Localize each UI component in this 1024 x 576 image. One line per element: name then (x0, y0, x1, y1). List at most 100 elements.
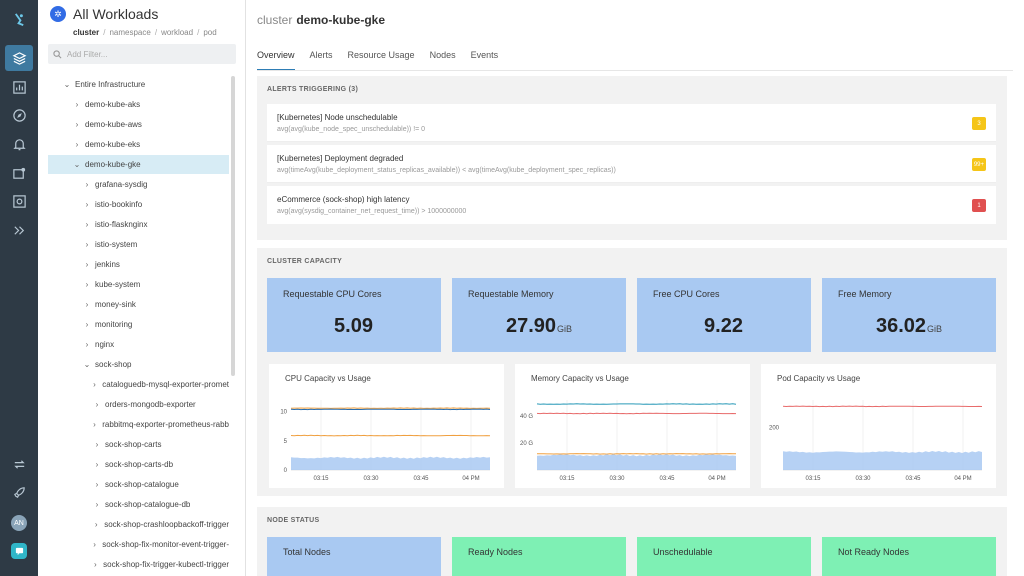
alert-row[interactable]: eCommerce (sock-shop) high latency avg(a… (267, 186, 996, 224)
tree-item[interactable]: › money-sink (48, 295, 229, 314)
get-started-rocket-icon[interactable] (5, 479, 33, 505)
tab-overview[interactable]: Overview (257, 49, 295, 71)
tree-item[interactable]: › sock-shop-fix-monitor-event-trigger- (48, 535, 229, 554)
node-status-title: NODE STATUS (267, 517, 320, 524)
tree-item[interactable]: › demo-kube-aks (48, 95, 229, 114)
tree-item[interactable]: ⌄ demo-kube-gke (48, 155, 229, 174)
stat-requestable-cpu: Requestable CPU Cores 5.09 (267, 278, 441, 352)
chevron-right-icon[interactable]: › (94, 520, 98, 529)
layers-icon[interactable] (5, 45, 33, 71)
dashboard-icon[interactable] (5, 74, 33, 100)
tab-alerts[interactable]: Alerts (309, 50, 333, 60)
chevron-right-icon[interactable]: › (85, 220, 89, 229)
chevron-right-icon[interactable]: › (95, 460, 99, 469)
chevron-right-icon[interactable]: › (85, 320, 89, 329)
tree-item[interactable]: › sock-shop-crashloopbackoff-trigger (48, 515, 229, 534)
memory-chart-plot: 03:15 03:30 03:45 04 PM 20 G 40 G (520, 400, 737, 482)
tree-item-label: money-sink (95, 300, 136, 309)
pod-capacity-chart[interactable]: Pod Capacity vs Usage 03:15 03:30 03:45 04 … (761, 364, 996, 488)
chevron-right-icon[interactable]: › (93, 420, 96, 429)
chevron-right-icon[interactable]: › (93, 540, 96, 549)
chevron-right-icon[interactable]: › (95, 400, 99, 409)
chevron-right-icon[interactable]: › (93, 380, 96, 389)
stat-unit: GiB (557, 324, 573, 334)
chat-icon[interactable] (11, 543, 27, 559)
breadcrumb-workload[interactable]: workload (161, 28, 194, 37)
integrations-icon[interactable] (5, 451, 33, 477)
chevron-right-icon[interactable]: › (75, 140, 79, 149)
alerts-section-title: ALERTS TRIGGERING (3) (267, 86, 359, 93)
pod-chart-plot: 03:15 03:30 03:45 04 PM 200 (769, 400, 983, 482)
tab-resource-usage[interactable]: Resource Usage (347, 50, 415, 60)
chevron-right-icon[interactable]: › (75, 100, 79, 109)
chevron-down-icon[interactable]: ⌄ (83, 360, 91, 369)
chevron-right-icon[interactable]: › (85, 180, 89, 189)
tree-item[interactable]: › nginx (48, 335, 229, 354)
tree-item[interactable]: › istio-flasknginx (48, 215, 229, 234)
tree-scrollbar[interactable] (231, 76, 235, 376)
tab-events[interactable]: Events (470, 50, 499, 60)
tree-item[interactable]: › sock-shop-carts-db (48, 455, 229, 474)
capacity-section-title: CLUSTER CAPACITY (267, 258, 343, 265)
chart-title: Memory Capacity vs Usage (531, 374, 629, 383)
explore-compass-icon[interactable] (5, 102, 33, 128)
chevron-down-icon[interactable]: ⌄ (63, 80, 71, 89)
breadcrumb-separator: / (154, 28, 158, 37)
tree-item[interactable]: › grafana-sysdig (48, 175, 229, 194)
breadcrumb-separator: / (197, 28, 200, 37)
y-tick-label: 10 (280, 410, 287, 416)
tree-item-label: demo-kube-aws (85, 120, 142, 129)
chevron-right-icon[interactable]: › (85, 240, 89, 249)
chevron-right-icon[interactable]: › (85, 280, 89, 289)
events-icon[interactable] (5, 160, 33, 186)
chevron-right-icon[interactable]: › (75, 120, 79, 129)
alerts-bell-icon[interactable] (5, 131, 33, 157)
tree-item[interactable]: › cataloguedb-mysql-exporter-promet (48, 375, 229, 394)
tree-item[interactable]: › rabbitmq-exporter-prometheus-rabb (48, 415, 229, 434)
chevron-right-icon[interactable]: › (85, 300, 89, 309)
alert-query: avg(timeAvg(kube_deployment_status_repli… (277, 167, 616, 174)
chevron-down-icon[interactable]: ⌄ (73, 160, 81, 169)
tree-item-label: nginx (95, 340, 115, 349)
cpu-capacity-chart[interactable]: CPU Capacity vs Usage 03:15 03:30 03:45 04 … (269, 364, 504, 488)
filter-box[interactable] (48, 44, 236, 64)
breadcrumb-current[interactable]: cluster (73, 28, 100, 37)
alert-row[interactable]: [Kubernetes] Node unschedulable avg(avg(… (267, 104, 996, 142)
tree-item[interactable]: › sock-shop-carts (48, 435, 229, 454)
tree-item[interactable]: ⌄ Entire Infrastructure (48, 75, 229, 94)
tree-item[interactable]: › demo-kube-eks (48, 135, 229, 154)
chevron-right-icon[interactable]: › (85, 340, 89, 349)
tree-item[interactable]: › jenkins (48, 255, 229, 274)
chevron-right-icon[interactable]: › (94, 560, 97, 569)
expand-rail-icon[interactable] (5, 217, 33, 243)
chevron-right-icon[interactable]: › (85, 260, 89, 269)
tree-item[interactable]: › monitoring (48, 315, 229, 334)
alert-row[interactable]: [Kubernetes] Deployment degraded avg(tim… (267, 145, 996, 183)
chevron-right-icon[interactable]: › (95, 440, 99, 449)
chevron-right-icon[interactable]: › (85, 200, 89, 209)
user-avatar[interactable]: AN (11, 515, 27, 531)
tab-nodes[interactable]: Nodes (429, 50, 456, 60)
node-status-section: NODE STATUS Total Nodes Ready Nodes Unsc… (257, 507, 1007, 576)
tree-item[interactable]: › istio-system (48, 235, 229, 254)
breadcrumb-pod[interactable]: pod (203, 28, 217, 37)
capture-icon[interactable] (5, 188, 33, 214)
tree-item[interactable]: › orders-mongodb-exporter (48, 395, 229, 414)
tree-item[interactable]: › istio-bookinfo (48, 195, 229, 214)
memory-capacity-chart[interactable]: Memory Capacity vs Usage 03:15 03:30 03:45… (515, 364, 750, 488)
tree-item-label: grafana-sysdig (95, 180, 148, 189)
tab-bar: Overview Alerts Resource Usage Nodes Eve… (257, 49, 498, 71)
y-tick-label: 20 G (520, 441, 533, 447)
tree-item[interactable]: › sock-shop-catalogue (48, 475, 229, 494)
tree-item[interactable]: › demo-kube-aws (48, 115, 229, 134)
chevron-right-icon[interactable]: › (95, 480, 99, 489)
tree-item[interactable]: › kube-system (48, 275, 229, 294)
tree-item[interactable]: ⌄ sock-shop (48, 355, 229, 374)
filter-input[interactable] (67, 49, 232, 59)
sysdig-logo-icon[interactable] (5, 6, 33, 32)
tree-item[interactable]: › sock-shop-catalogue-db (48, 495, 229, 514)
tree-item[interactable]: › sock-shop-fix-trigger-kubectl-trigger (48, 555, 229, 574)
chevron-right-icon[interactable]: › (95, 500, 99, 509)
breadcrumb-namespace[interactable]: namespace (109, 28, 151, 37)
kubernetes-logo-icon: ✲ (50, 6, 66, 22)
